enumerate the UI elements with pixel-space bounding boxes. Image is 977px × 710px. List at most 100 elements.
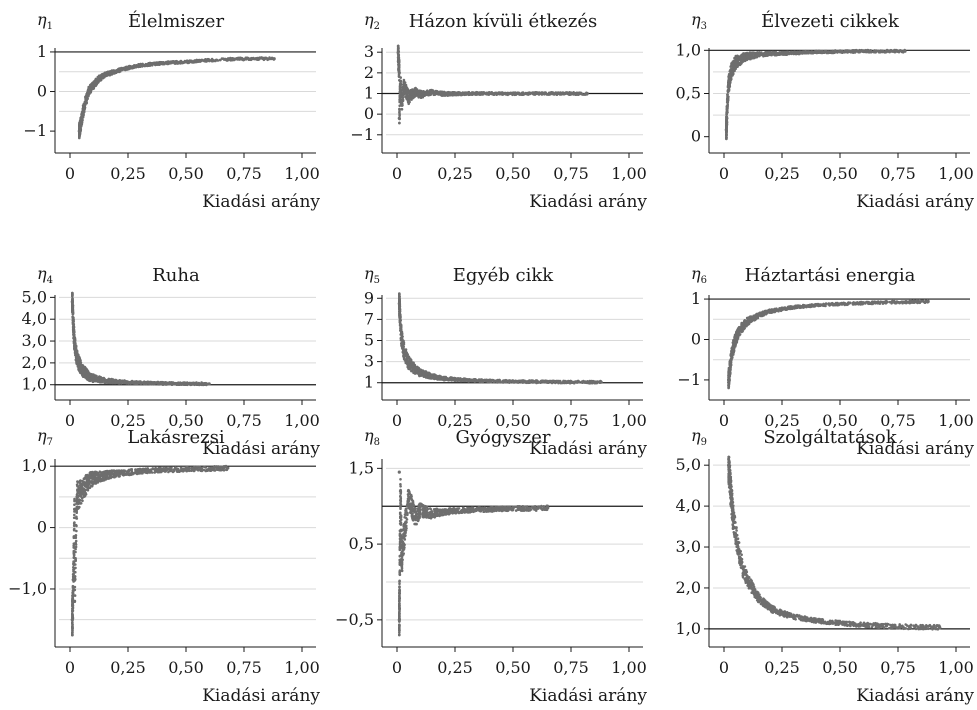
data-point bbox=[87, 89, 91, 94]
data-point bbox=[405, 92, 409, 95]
data-point bbox=[77, 363, 80, 367]
y-tick-label: 1,0 bbox=[676, 40, 701, 59]
data-point bbox=[521, 381, 525, 384]
data-point bbox=[465, 91, 469, 96]
data-point bbox=[413, 372, 417, 375]
data-point bbox=[421, 94, 425, 98]
data-point bbox=[93, 80, 97, 83]
data-point bbox=[189, 60, 193, 64]
data-point bbox=[161, 61, 165, 65]
data-point bbox=[798, 50, 802, 54]
data-point bbox=[498, 91, 501, 95]
data-point bbox=[580, 92, 583, 95]
y-tick-label: 1 bbox=[364, 84, 374, 103]
eta-subscript: 2 bbox=[374, 21, 380, 32]
data-point bbox=[725, 111, 728, 115]
data-point bbox=[173, 62, 177, 65]
data-point bbox=[776, 52, 779, 56]
data-point bbox=[99, 376, 102, 380]
y-tick-label: 0,5 bbox=[676, 84, 701, 103]
data-point bbox=[71, 304, 75, 307]
data-point bbox=[401, 96, 405, 99]
data-point bbox=[534, 91, 538, 96]
data-point bbox=[441, 376, 445, 381]
data-point bbox=[263, 56, 267, 60]
data-point bbox=[405, 86, 409, 90]
data-point bbox=[766, 54, 769, 57]
data-point bbox=[531, 380, 535, 383]
data-point bbox=[520, 93, 523, 96]
data-point bbox=[586, 380, 589, 383]
data-point bbox=[479, 93, 482, 96]
data-point bbox=[876, 49, 880, 53]
data-point bbox=[251, 57, 254, 60]
data-point bbox=[189, 382, 192, 385]
data-point bbox=[867, 50, 870, 54]
data-point bbox=[474, 380, 478, 383]
data-point bbox=[725, 108, 729, 111]
data-point bbox=[398, 312, 401, 316]
data-point bbox=[557, 91, 562, 96]
data-point bbox=[400, 99, 404, 103]
y-tick-label: 0 bbox=[37, 82, 47, 101]
data-point bbox=[127, 381, 130, 384]
y-tick-label: 1,0 bbox=[22, 375, 47, 394]
data-point bbox=[233, 57, 236, 61]
data-point bbox=[122, 381, 126, 385]
data-point bbox=[504, 92, 508, 95]
data-point bbox=[182, 383, 185, 386]
data-point bbox=[733, 66, 737, 70]
eta-label: η2 bbox=[364, 10, 380, 32]
x-tick-label: 0,50 bbox=[495, 164, 531, 183]
data-point bbox=[256, 58, 260, 61]
data-point bbox=[411, 95, 415, 99]
data-point bbox=[419, 374, 423, 377]
data-point bbox=[73, 348, 76, 351]
data-point bbox=[82, 109, 86, 113]
data-point bbox=[573, 91, 577, 95]
data-point bbox=[742, 52, 745, 55]
data-point bbox=[757, 53, 761, 57]
data-point bbox=[833, 50, 837, 54]
data-point bbox=[260, 57, 264, 60]
data-point bbox=[164, 381, 168, 384]
data-point bbox=[226, 57, 230, 60]
x-tick-label: 1,00 bbox=[611, 164, 647, 183]
x-tick-label: 0 bbox=[392, 164, 402, 183]
data-point bbox=[78, 132, 81, 136]
data-point bbox=[576, 92, 579, 96]
data-point bbox=[526, 381, 530, 385]
data-point bbox=[177, 382, 180, 386]
data-point bbox=[430, 90, 434, 95]
data-point bbox=[400, 102, 404, 106]
data-point bbox=[745, 51, 749, 55]
data-point bbox=[778, 51, 782, 55]
data-point bbox=[564, 92, 567, 96]
data-point bbox=[87, 94, 90, 98]
data-point bbox=[168, 61, 172, 65]
data-point bbox=[435, 375, 439, 378]
x-tick-label: 1,00 bbox=[611, 411, 647, 430]
data-point bbox=[555, 92, 558, 95]
data-point bbox=[414, 89, 418, 93]
data-point bbox=[815, 50, 819, 54]
data-point bbox=[95, 82, 99, 86]
data-point bbox=[174, 60, 178, 63]
data-point bbox=[71, 317, 75, 321]
data-point bbox=[151, 381, 155, 385]
data-point bbox=[80, 113, 83, 116]
data-point bbox=[823, 49, 827, 53]
data-point bbox=[409, 91, 413, 94]
data-point bbox=[481, 380, 485, 384]
data-point bbox=[398, 306, 401, 310]
data-point bbox=[430, 374, 434, 378]
data-point bbox=[515, 379, 519, 383]
data-point bbox=[748, 57, 751, 60]
data-point bbox=[412, 364, 415, 367]
y-tick-label: 2 bbox=[364, 63, 374, 82]
data-point bbox=[506, 92, 510, 95]
data-point bbox=[237, 56, 240, 60]
data-point bbox=[99, 78, 103, 82]
